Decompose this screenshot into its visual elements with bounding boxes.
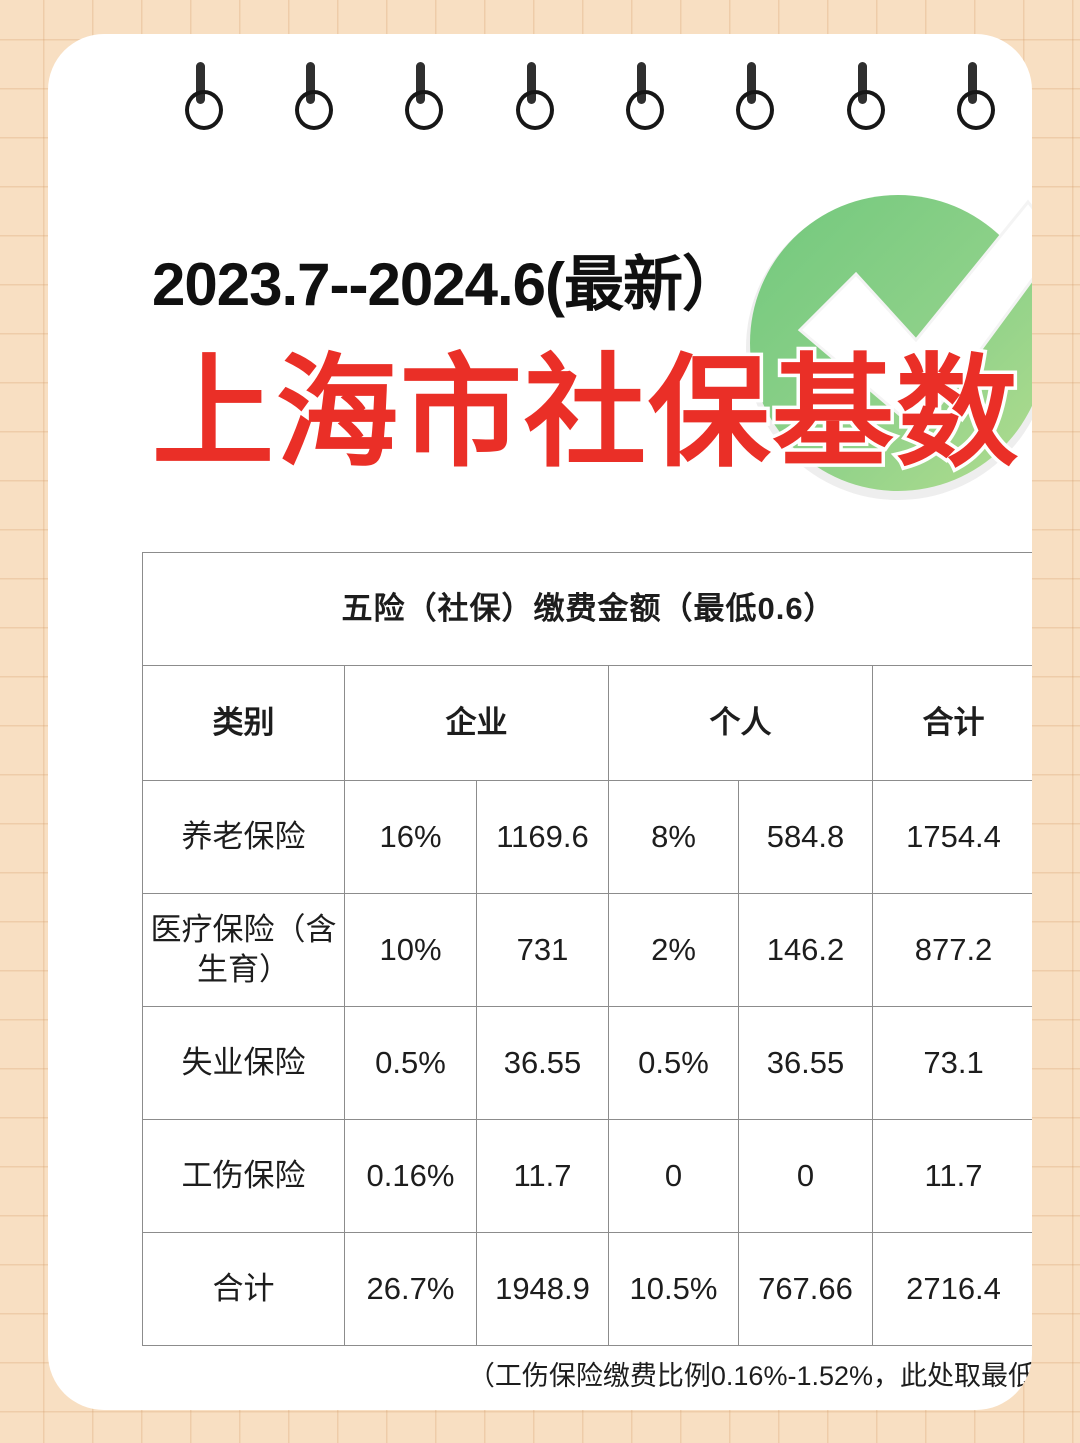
cell-company-amount: 1948.9 (476, 1232, 609, 1346)
binder-ring-icon (734, 62, 774, 130)
binder-ring-icon (845, 62, 885, 130)
binder-ring-icon (183, 62, 223, 130)
spiral-binder (48, 34, 1032, 144)
binder-ring-icon (514, 62, 554, 130)
cell-company-amount: 36.55 (476, 1006, 609, 1120)
social-insurance-table: 五险（社保）缴费金额（最低0.6） 类别 企业 个人 合计 养老保险 16% 1… (141, 552, 1032, 1346)
cell-personal-rate: 0.5% (608, 1006, 739, 1120)
table-row: 失业保险 0.5% 36.55 0.5% 36.55 73.1 (142, 1006, 1032, 1120)
table-caption-row: 五险（社保）缴费金额（最低0.6） (141, 552, 1032, 666)
cell-personal-amount: 767.66 (738, 1232, 873, 1346)
cell-category: 医疗保险（含生育） (142, 893, 345, 1007)
cell-company-amount: 1169.6 (476, 780, 609, 894)
column-header-total: 合计 (871, 665, 1032, 781)
table-header-row: 类别 企业 个人 合计 (142, 665, 1032, 781)
cell-personal-amount: 584.8 (738, 780, 873, 894)
cell-total: 73.1 (871, 1006, 1032, 1120)
page-subtitle-date: 2023.7--2024.6(最新） (152, 251, 742, 318)
cell-category: 失业保险 (142, 1006, 345, 1120)
table-row: 工伤保险 0.16% 11.7 0 0 11.7 (142, 1119, 1032, 1233)
cell-company-rate: 26.7% (344, 1232, 477, 1346)
header-block: 2023.7--2024.6(最新） 上海市社保基数 (96, 174, 1032, 534)
cell-company-amount: 731 (476, 893, 609, 1007)
cell-company-rate: 0.5% (344, 1006, 477, 1120)
notebook-card: 2023.7--2024.6(最新） 上海市社保基数 五险（社保）缴费金额（最低… (48, 34, 1032, 1410)
binder-ring-icon (955, 62, 995, 130)
cell-total: 877.2 (871, 893, 1032, 1007)
binder-ring-icon (293, 62, 333, 130)
green-check-badge-icon (738, 180, 1032, 510)
cell-total: 2716.4 (871, 1232, 1032, 1346)
column-header-category: 类别 (142, 665, 345, 781)
cell-category: 合计 (142, 1232, 345, 1346)
binder-ring-icon (403, 62, 443, 130)
cell-company-rate: 10% (344, 893, 477, 1007)
binder-ring-icon (624, 62, 664, 130)
cell-company-rate: 16% (344, 780, 477, 894)
cell-personal-rate: 2% (608, 893, 739, 1007)
cell-company-amount: 11.7 (476, 1119, 609, 1233)
cell-category: 工伤保险 (142, 1119, 345, 1233)
page-title: 上海市社保基数 (149, 342, 1022, 485)
table-row-total: 合计 26.7% 1948.9 10.5% 767.66 2716.4 (142, 1232, 1032, 1346)
table-caption: 五险（社保）缴费金额（最低0.6） (141, 552, 1032, 666)
column-header-personal: 个人 (608, 665, 873, 781)
table-row: 养老保险 16% 1169.6 8% 584.8 1754.4 (142, 780, 1032, 894)
cell-personal-amount: 146.2 (738, 893, 873, 1007)
cell-personal-amount: 36.55 (738, 1006, 873, 1120)
cell-personal-rate: 10.5% (608, 1232, 739, 1346)
cell-company-rate: 0.16% (344, 1119, 477, 1233)
cell-personal-amount: 0 (738, 1119, 873, 1233)
table-footnote: （工伤保险缴费比例0.16%-1.52%，此处取最低） (467, 1361, 1032, 1391)
cell-category: 养老保险 (142, 780, 345, 894)
social-insurance-table-wrapper: 五险（社保）缴费金额（最低0.6） 类别 企业 个人 合计 养老保险 16% 1… (141, 552, 1032, 1346)
cell-total: 11.7 (871, 1119, 1032, 1233)
cell-personal-rate: 0 (608, 1119, 739, 1233)
column-header-company: 企业 (344, 665, 609, 781)
cell-personal-rate: 8% (608, 780, 739, 894)
cell-total: 1754.4 (871, 780, 1032, 894)
table-row: 医疗保险（含生育） 10% 731 2% 146.2 877.2 (142, 893, 1032, 1007)
